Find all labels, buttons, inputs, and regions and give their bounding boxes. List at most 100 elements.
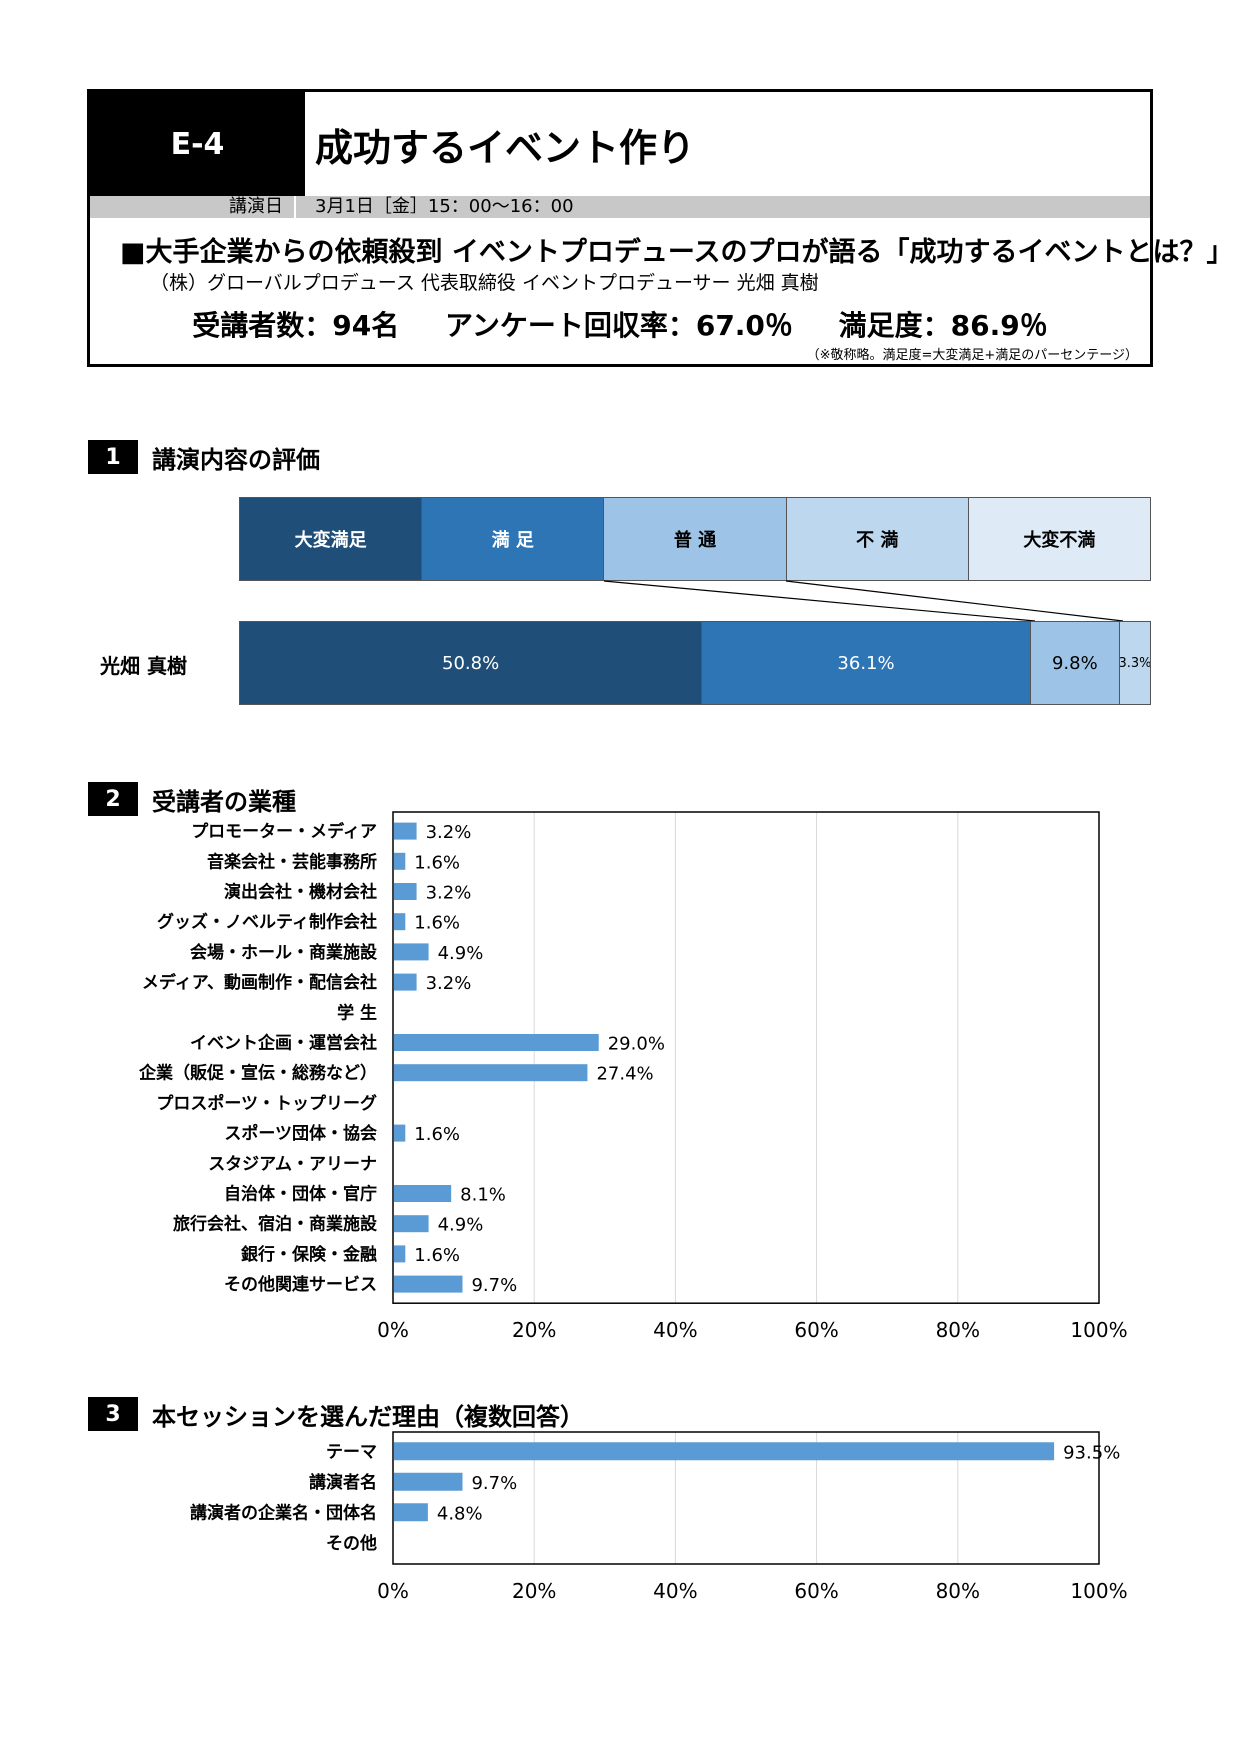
bar [394,1034,599,1051]
section-number: 2 [88,782,138,816]
category-label: 学 生 [337,1002,377,1023]
reason-bar-chart: 0% 20% 40% 60% 80% 100% テーマ 93.5% 講演者名 9.7% 講演者の企業… [190,1431,1128,1603]
category-label: 自治体・団体・官庁 [224,1184,377,1205]
bar [394,973,417,991]
value-label: 3.2% [426,822,472,843]
plot-frame [392,811,1100,1304]
section-number: 3 [88,1397,138,1431]
section-title: 本セッションを選んだ理由（複数回答） [152,1402,584,1431]
category-label: その他 [326,1533,377,1554]
category-label: 講演者の企業名・団体名 [190,1502,377,1523]
rating-segment: 3.3% [1119,622,1150,704]
date-value: 3月1日［金］15：00～16：00 [315,196,574,217]
category-label: プロモーター・メディア [191,821,377,842]
category-label: 銀行・保険・金融 [241,1244,377,1265]
industry-bar-chart: 0% 20% 40% 60% 80% 100% プロモーター・メディア 3.2% 音楽会社・芸能… [138,811,1128,1342]
bar [394,1503,428,1522]
category-label: 講演者名 [309,1472,377,1493]
value-label: 3.2% [426,883,472,904]
section-number: 1 [88,440,138,474]
value-label: 4.9% [438,1215,484,1236]
category-label: 企業（販促・宣伝・総務など） [138,1063,377,1084]
rating-row-label: 光畑 真樹 [100,654,187,678]
attendee-count: 受講者数：94名 [192,309,400,342]
x-tick-label: 80% [936,1318,980,1342]
category-label: グッズ・ノベルティ制作会社 [157,912,377,933]
x-tick-label: 60% [794,1318,838,1342]
value-label: 27.4% [596,1064,653,1085]
x-tick-label: 100% [1070,1579,1127,1603]
bar [394,822,417,840]
category-label: スポーツ団体・協会 [224,1123,377,1144]
satisfaction-rate: 満足度：86.9％ [838,309,1048,342]
category-label: テーマ [326,1442,377,1462]
category-label: 会場・ホール・商業施設 [190,942,378,963]
x-tick-label: 0% [377,1318,409,1342]
category-label: 音楽会社・芸能事務所 [207,851,377,872]
legend-cell: 大変不満 [968,498,1151,580]
bar [394,883,417,900]
page-title: 成功するイベント作り [315,125,696,170]
x-tick-label: 0% [377,1579,409,1603]
bar [394,943,429,961]
value-label: 4.8% [437,1503,483,1524]
value-label: 3.2% [426,973,472,994]
section-title: 講演内容の評価 [152,445,320,474]
value-label: 9.7% [471,1473,517,1494]
legend-cell: 不 満 [786,498,969,580]
section-1-heading: 1 講演内容の評価 [88,440,320,474]
x-tick-label: 40% [653,1318,697,1342]
speaker-line: （株）グローバルプロデュース 代表取締役 イベントプロデューサー 光畑 真樹 [150,272,819,294]
category-label: その他関連サービス [224,1274,377,1295]
legend-connector-lines [603,580,1124,622]
x-tick-label: 60% [794,1579,838,1603]
value-label: 4.9% [438,943,484,964]
category-label: 演出会社・機材会社 [224,882,377,903]
rating-stacked-bar: 50.8% 36.1% 9.8% 3.3% [239,621,1151,705]
bar [394,1124,406,1142]
bar [394,1442,1055,1461]
legend-cell: 普 通 [604,498,787,580]
value-label: 8.1% [460,1185,506,1206]
rating-legend: 大変満足満 足普 通不 満大変不満 [239,497,1151,581]
value-label: 29.0% [608,1034,665,1055]
date-row: 講演日 3月1日［金］15：00～16：00 [90,196,1150,218]
category-label: メディア、動画制作・配信会社 [142,972,377,993]
date-label: 講演日 [229,196,283,217]
x-tick-label: 80% [936,1579,980,1603]
x-tick-label: 100% [1070,1318,1127,1342]
bar [394,1245,406,1263]
bar [394,1472,463,1491]
category-label: プロスポーツ・トップリーグ [156,1093,377,1114]
value-label: 1.6% [414,1124,460,1145]
x-tick-label: 20% [512,1318,556,1342]
bar [394,1185,452,1202]
section-3-heading: 3 本セッションを選んだ理由（複数回答） [88,1397,584,1431]
value-label: 9.7% [471,1275,517,1296]
rating-segment: 9.8% [1030,622,1120,704]
session-code: E-4 [90,92,305,196]
stats-line: 受講者数：94名 アンケート回収率：67.0％ 満足度：86.9％ [90,304,1150,344]
session-header: E-4 成功するイベント作り 講演日 3月1日［金］15：00～16：00 ■大… [87,89,1234,367]
session-title: ■大手企業からの依頼殺到 イベントプロデュースのプロが語る「成功するイベントとは… [120,237,1234,268]
category-label: 旅行会社、宿泊・商業施設 [173,1214,378,1235]
bar [394,913,406,931]
bar [394,852,406,870]
value-label: 1.6% [414,1245,460,1266]
bar [394,1275,463,1293]
category-label: スタジアム・アリーナ [208,1154,377,1174]
footnote: （※敬称略。満足度=大変満足+満足のパーセンテージ） [806,348,1138,363]
section-2-heading: 2 受講者の業種 [88,782,296,816]
rating-segment: 36.1% [702,622,1031,704]
x-tick-label: 20% [512,1579,556,1603]
section-title: 受講者の業種 [152,787,296,816]
value-label: 93.5% [1063,1442,1120,1463]
date-divider [294,196,296,218]
bar [394,1215,429,1233]
legend-cell: 満 足 [422,498,605,580]
rating-segment: 50.8% [240,622,703,704]
bar [394,1064,588,1082]
value-label: 1.6% [414,852,460,873]
x-tick-label: 40% [653,1579,697,1603]
response-rate: アンケート回収率：67.0％ [444,309,793,342]
